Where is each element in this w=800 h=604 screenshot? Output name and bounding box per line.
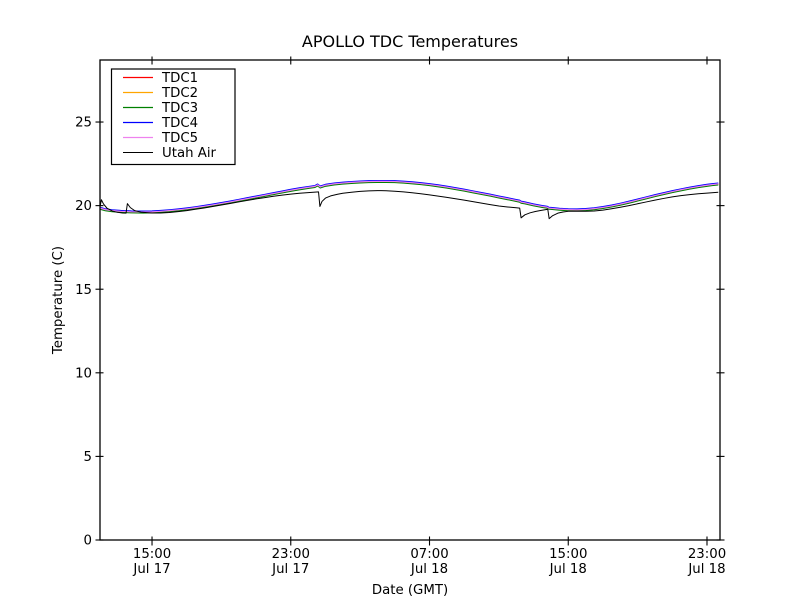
y-tick-label: 0 [84, 534, 92, 549]
legend-label-tdc5: TDC5 [161, 131, 198, 146]
x-tick-date-label: Jul 17 [132, 562, 170, 577]
series-line-tdc5 [99, 180, 719, 213]
legend-label-tdc1: TDC1 [161, 71, 198, 86]
x-tick-date-label: Jul 18 [549, 562, 587, 577]
series-lines [99, 179, 719, 220]
plot-border [99, 59, 721, 541]
y-tick-label: 20 [75, 199, 92, 214]
legend-label-tdc2: TDC2 [161, 86, 198, 101]
x-tick-date-label: Jul 17 [271, 562, 309, 577]
y-tick-label: 25 [75, 116, 92, 131]
x-tick-time-label: 15:00 [549, 547, 587, 562]
x-tick-time-label: 23:00 [688, 547, 726, 562]
y-axis-label: Temperature (C) [51, 246, 66, 355]
x-tick-date-label: Jul 18 [687, 562, 725, 577]
x-axis-label: Date (GMT) [372, 583, 448, 598]
x-tick-time-label: 15:00 [133, 547, 171, 562]
legend-label-tdc4: TDC4 [161, 116, 198, 131]
legend-box [110, 68, 236, 166]
series-line-tdc4 [99, 179, 719, 212]
series-line-utah-air [99, 190, 719, 220]
legend-label-utah-air: Utah Air [162, 146, 217, 161]
y-tick-label: 10 [75, 366, 92, 381]
legend-label-tdc3: TDC3 [161, 101, 198, 116]
x-tick-time-label: 23:00 [272, 547, 310, 562]
y-tick-label: 15 [75, 283, 92, 298]
x-tick-time-label: 07:00 [410, 547, 448, 562]
x-tick-date-label: Jul 18 [410, 562, 448, 577]
axes [99, 59, 721, 541]
chart-title: APOLLO TDC Temperatures [302, 32, 518, 51]
y-tick-label: 5 [84, 450, 92, 465]
